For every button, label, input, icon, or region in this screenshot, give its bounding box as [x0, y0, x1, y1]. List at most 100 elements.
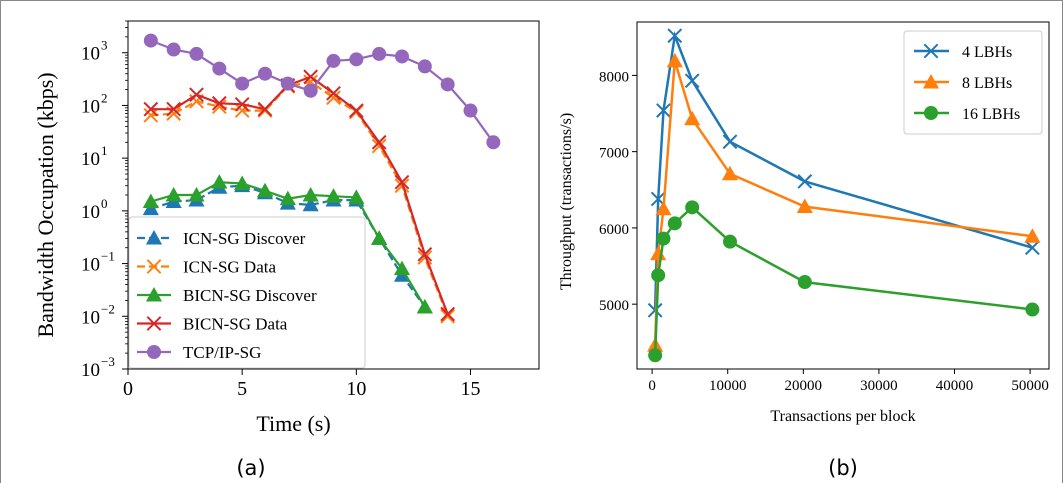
data-point-a	[211, 95, 227, 111]
data-point-a	[440, 308, 456, 324]
plot-frame-b	[636, 21, 1050, 370]
y-tick-exponent-a: 1	[101, 143, 108, 158]
data-point-a	[372, 46, 387, 61]
x-tick-label-b: 40000	[936, 378, 974, 394]
data-point-b	[721, 165, 739, 181]
y-tick-exponent-a: −2	[101, 301, 115, 316]
data-point-a	[326, 85, 341, 101]
legend-marker-a	[145, 286, 163, 302]
x-tick-label-b: 20000	[785, 378, 823, 394]
data-point-a	[234, 96, 250, 112]
series-tcp-ip-sg	[143, 33, 501, 150]
data-point-a	[371, 230, 388, 245]
legend-label-a: ICN-SG Discover	[183, 229, 306, 248]
data-point-a	[394, 174, 410, 190]
data-point-a	[256, 182, 274, 198]
y-tick-label-b: 6000	[599, 222, 629, 238]
caption-b: (b)	[828, 456, 858, 480]
data-point-a	[279, 190, 296, 206]
legend-marker-b	[924, 106, 938, 120]
data-point-b	[796, 198, 813, 213]
data-point-a	[143, 101, 159, 117]
data-point-a	[303, 83, 318, 98]
y-tick-label-b: 5000	[599, 298, 629, 314]
data-point-b	[684, 73, 700, 89]
data-point-a	[348, 189, 365, 204]
data-point-b	[1025, 302, 1040, 317]
data-point-a	[302, 186, 319, 202]
y-tick-exponent-a: −3	[101, 354, 115, 369]
data-point-a	[166, 101, 182, 117]
series-line-b	[653, 60, 1033, 346]
data-point-a	[188, 186, 205, 202]
data-point-a	[417, 59, 432, 74]
series-line-a	[150, 39, 495, 143]
x-tick-label-a: 5	[237, 378, 247, 400]
data-point-b	[797, 275, 812, 290]
data-point-a	[325, 188, 342, 203]
data-point-b	[797, 174, 813, 189]
y-tick-label-a: 10	[81, 96, 100, 117]
data-point-a	[165, 186, 182, 202]
caption-a: (a)	[236, 456, 265, 480]
data-point-b	[666, 52, 683, 68]
data-point-a	[440, 77, 455, 92]
legend-box-b	[903, 30, 1043, 135]
data-point-a	[189, 87, 204, 103]
x-axis-label-b: Transactions per block	[770, 408, 915, 425]
y-axis-label-a: Bandwidth Occupation (kbps)	[33, 72, 58, 337]
data-point-a	[142, 193, 159, 209]
y-tick-exponent-a: 3	[101, 38, 108, 53]
series-bicn-sg-data	[143, 69, 456, 322]
y-tick-exponent-a: −1	[101, 249, 115, 264]
data-point-b	[656, 103, 671, 118]
data-point-b	[651, 268, 666, 283]
legend-marker-b	[922, 73, 940, 89]
x-tick-label-a: 15	[461, 378, 481, 400]
data-point-a	[395, 49, 409, 64]
legend-label-b: 4 LBHs	[962, 44, 1012, 61]
series-bicn-sg-discover	[142, 174, 433, 314]
data-point-a	[416, 298, 433, 314]
series-16-lbhs	[648, 200, 1040, 363]
data-point-a	[348, 103, 364, 118]
data-point-a	[143, 33, 158, 48]
series-line-a	[150, 75, 449, 315]
data-point-a	[258, 66, 272, 81]
series-8-lbhs	[647, 52, 1041, 352]
x-tick-label-b: 50000	[1011, 378, 1048, 394]
x-tick-label-b: 0	[648, 378, 656, 394]
legend-label-b: 8 LBHs	[962, 75, 1012, 92]
data-point-b	[667, 28, 683, 44]
data-point-a	[486, 135, 501, 150]
legend-marker-b	[923, 43, 939, 59]
y-tick-label-a: 10	[81, 255, 100, 276]
y-tick-label-a: 10	[81, 149, 100, 170]
data-point-b	[722, 234, 737, 249]
y-tick-label-a: 10	[81, 202, 100, 223]
x-tick-label-b: 30000	[860, 378, 898, 394]
data-point-a	[143, 107, 159, 123]
data-point-a	[211, 174, 228, 189]
data-point-b	[655, 200, 672, 216]
data-point-a	[235, 76, 250, 91]
plot-frame-a	[127, 20, 540, 370]
data-point-a	[326, 53, 341, 68]
legend-marker-a	[145, 229, 163, 245]
data-point-a	[440, 306, 456, 322]
y-tick-label-a: 10	[81, 44, 100, 65]
x-axis-label-a: Time (s)	[256, 411, 330, 436]
series-line-b	[653, 30, 1033, 311]
data-point-b	[1025, 240, 1040, 256]
x-tick-label-b: 10000	[709, 378, 747, 394]
y-tick-exponent-a: 2	[101, 90, 108, 105]
data-point-a	[257, 101, 273, 117]
legend-marker-a	[146, 259, 162, 274]
chart-b: 5000 6000 7000 8000 0 10000 20000 30000 40000 500…	[558, 21, 1050, 480]
x-tick-label-a: 10	[346, 378, 366, 400]
data-point-b	[684, 110, 701, 126]
y-axis-label-b: Throughput (transactions/s)	[558, 113, 575, 290]
legend-label-a: ICN-SG Data	[183, 258, 276, 277]
data-point-a	[393, 260, 411, 276]
